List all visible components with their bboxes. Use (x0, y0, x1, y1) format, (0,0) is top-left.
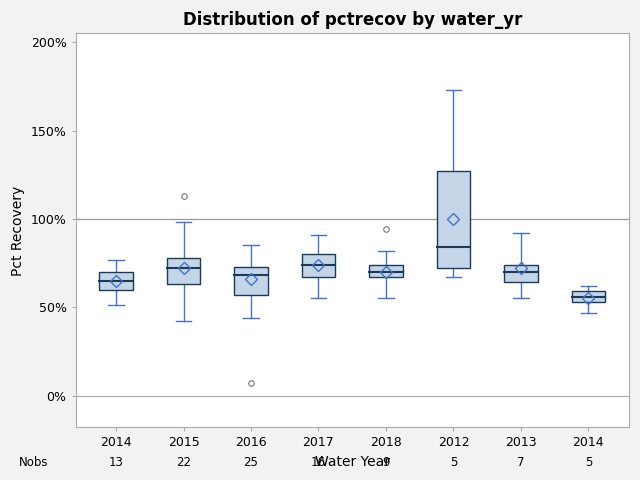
Text: 9: 9 (382, 456, 390, 469)
X-axis label: Water Year: Water Year (315, 455, 390, 469)
Title: Distribution of pctrecov by water_yr: Distribution of pctrecov by water_yr (182, 11, 522, 29)
Text: 22: 22 (176, 456, 191, 469)
Y-axis label: Pct Recovery: Pct Recovery (11, 185, 25, 276)
Bar (301, 254, 335, 277)
Text: 25: 25 (244, 456, 259, 469)
Bar (572, 291, 605, 302)
Text: 5: 5 (450, 456, 457, 469)
Text: 16: 16 (311, 456, 326, 469)
Bar (99, 272, 133, 289)
Bar (504, 265, 538, 282)
Text: 5: 5 (585, 456, 592, 469)
Bar (166, 258, 200, 284)
Text: Nobs: Nobs (19, 456, 49, 469)
Text: 13: 13 (109, 456, 124, 469)
Bar (234, 266, 268, 295)
Bar (369, 265, 403, 277)
Bar (436, 171, 470, 268)
Text: 7: 7 (517, 456, 525, 469)
